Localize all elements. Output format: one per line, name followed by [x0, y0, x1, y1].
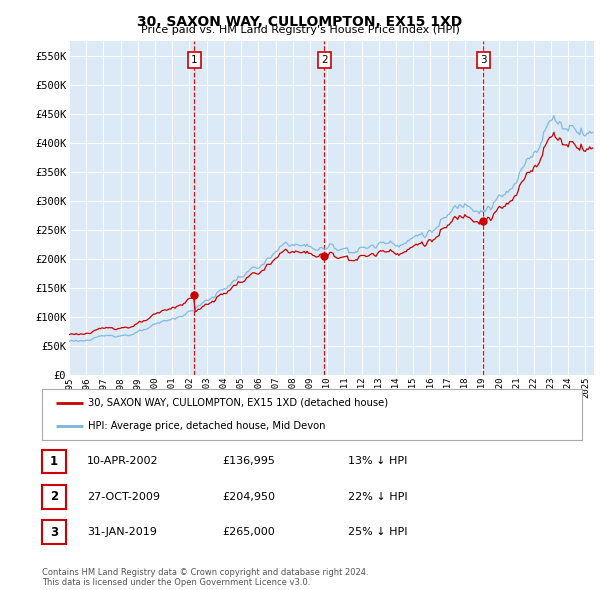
Text: 30, SAXON WAY, CULLOMPTON, EX15 1XD (detached house): 30, SAXON WAY, CULLOMPTON, EX15 1XD (det…	[88, 398, 388, 408]
Text: 2: 2	[321, 55, 328, 65]
Text: Price paid vs. HM Land Registry's House Price Index (HPI): Price paid vs. HM Land Registry's House …	[140, 25, 460, 35]
Text: 22% ↓ HPI: 22% ↓ HPI	[348, 492, 407, 502]
Text: 30, SAXON WAY, CULLOMPTON, EX15 1XD: 30, SAXON WAY, CULLOMPTON, EX15 1XD	[137, 15, 463, 29]
Text: 25% ↓ HPI: 25% ↓ HPI	[348, 527, 407, 537]
Text: 31-JAN-2019: 31-JAN-2019	[87, 527, 157, 537]
Text: 13% ↓ HPI: 13% ↓ HPI	[348, 457, 407, 466]
Text: £204,950: £204,950	[222, 492, 275, 502]
Text: £265,000: £265,000	[222, 527, 275, 537]
Text: 1: 1	[50, 455, 58, 468]
Text: 27-OCT-2009: 27-OCT-2009	[87, 492, 160, 502]
Text: £136,995: £136,995	[222, 457, 275, 466]
Text: 2: 2	[50, 490, 58, 503]
Text: 3: 3	[480, 55, 487, 65]
Text: HPI: Average price, detached house, Mid Devon: HPI: Average price, detached house, Mid …	[88, 421, 325, 431]
Text: 10-APR-2002: 10-APR-2002	[87, 457, 158, 466]
Text: Contains HM Land Registry data © Crown copyright and database right 2024.
This d: Contains HM Land Registry data © Crown c…	[42, 568, 368, 587]
Text: 3: 3	[50, 526, 58, 539]
Text: 1: 1	[191, 55, 197, 65]
